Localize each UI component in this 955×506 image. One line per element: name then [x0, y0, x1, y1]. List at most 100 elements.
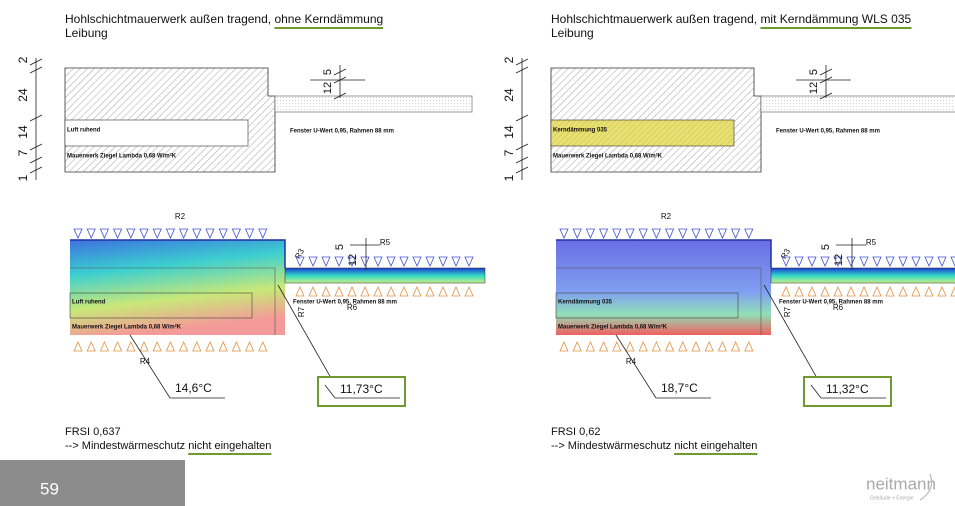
- surface-temperature: 14,6°C: [175, 381, 212, 395]
- boundary-marker: [951, 287, 955, 296]
- boundary-marker: [639, 229, 647, 238]
- boundary-marker: [560, 229, 568, 238]
- title-text: Hohlschichtmauerwerk außen tragend,: [551, 12, 760, 26]
- panel-title: Hohlschichtmauerwerk außen tragend, mit …: [551, 12, 911, 26]
- conclusion-emphasis: nicht eingehalten: [188, 440, 271, 452]
- boundary-marker: [206, 342, 214, 351]
- boundary-marker: [74, 342, 82, 351]
- conclusion: --> Mindestwärmeschutz nicht eingehalten: [65, 440, 271, 452]
- boundary-marker: [666, 342, 674, 351]
- window-label: Fenster U-Wert 0,95, Rahmen 88 mm: [779, 300, 883, 306]
- boundary-marker: [452, 257, 460, 266]
- dimension-label: 14: [16, 125, 30, 139]
- conclusion-text: --> Mindestwärmeschutz: [551, 440, 674, 452]
- boundary-marker: [705, 342, 713, 351]
- boundary-marker: [652, 342, 660, 351]
- conclusion-text: --> Mindestwärmeschutz: [65, 440, 188, 452]
- dimension-label: 12: [347, 254, 359, 266]
- boundary-marker: [938, 287, 946, 296]
- boundary-marker: [834, 287, 842, 296]
- boundary-marker: [732, 229, 740, 238]
- boundary-marker: [679, 229, 687, 238]
- temperature-field: [556, 240, 771, 335]
- callout-line: [130, 335, 170, 398]
- boundary-marker: [232, 229, 240, 238]
- dimension-label: 5: [808, 69, 820, 75]
- boundary-marker: [114, 229, 122, 238]
- boundary-marker: [873, 287, 881, 296]
- boundary-marker: [666, 229, 674, 238]
- boundary-marker: [361, 287, 369, 296]
- dimension-label: 14: [502, 125, 516, 139]
- conclusion-emphasis: nicht eingehalten: [674, 440, 757, 452]
- title-text: Hohlschichtmauerwerk außen tragend,: [65, 12, 274, 26]
- boundary-marker: [153, 229, 161, 238]
- callout-line: [616, 335, 656, 398]
- boundary-marker: [899, 257, 907, 266]
- boundary-marker: [639, 342, 647, 351]
- boundary-marker: [560, 342, 568, 351]
- boundary-marker: [873, 257, 881, 266]
- boundary-marker: [127, 229, 135, 238]
- boundary-marker: [387, 287, 395, 296]
- layer-label: Luft ruhend: [67, 128, 101, 134]
- wall-label: Mauerwerk Ziegel Lambda 0,68 W/m²K: [553, 153, 663, 160]
- corner-temperature: 11,73°C: [340, 382, 383, 396]
- boundary-marker: [692, 342, 700, 351]
- boundary-marker: [361, 257, 369, 266]
- dimension-label: 12: [808, 82, 820, 94]
- window-temperature-field: [285, 268, 485, 283]
- dimension-label: 5: [334, 244, 346, 250]
- boundary-marker: [219, 229, 227, 238]
- boundary-marker: [296, 287, 304, 296]
- boundary-marker: [860, 257, 868, 266]
- boundary-label: R7: [297, 306, 306, 317]
- dimension-label: 24: [502, 88, 516, 102]
- boundary-marker: [692, 229, 700, 238]
- boundary-marker: [821, 257, 829, 266]
- boundary-marker: [87, 229, 95, 238]
- boundary-marker: [100, 229, 108, 238]
- boundary-label: R3: [293, 247, 306, 261]
- boundary-marker: [193, 342, 201, 351]
- page-number: 59: [40, 479, 59, 498]
- boundary-marker: [586, 229, 594, 238]
- boundary-marker: [745, 342, 753, 351]
- boundary-label: R5: [866, 238, 877, 247]
- frsi-value: FRSI 0,637: [65, 426, 121, 438]
- boundary-marker: [387, 257, 395, 266]
- dimension-label: 24: [16, 88, 30, 102]
- boundary-marker: [259, 342, 267, 351]
- boundary-marker: [705, 229, 713, 238]
- boundary-marker: [206, 229, 214, 238]
- boundary-label: R5: [380, 238, 391, 247]
- panel-subtitle: Leibung: [65, 26, 108, 40]
- boundary-marker: [246, 342, 254, 351]
- logo-name: neitmann: [866, 474, 936, 493]
- boundary-marker: [782, 287, 790, 296]
- dimension-label: 7: [16, 149, 30, 156]
- panel-subtitle: Leibung: [551, 26, 594, 40]
- boundary-marker: [166, 342, 174, 351]
- boundary-marker: [613, 229, 621, 238]
- boundary-marker: [573, 229, 581, 238]
- boundary-marker: [153, 342, 161, 351]
- boundary-marker: [795, 257, 803, 266]
- boundary-marker: [847, 287, 855, 296]
- boundary-marker: [309, 287, 317, 296]
- title-emphasis: mit Kerndämmung WLS 035: [760, 12, 911, 26]
- boundary-marker: [259, 229, 267, 238]
- boundary-marker: [925, 257, 933, 266]
- boundary-marker: [951, 257, 955, 266]
- panel-title: Hohlschichtmauerwerk außen tragend, ohne…: [65, 12, 383, 26]
- boundary-label: R3: [779, 247, 792, 261]
- boundary-marker: [100, 342, 108, 351]
- slide: 59 neitmann Gebäude + Energie Hohlschich…: [0, 0, 955, 506]
- boundary-marker: [912, 287, 920, 296]
- boundary-marker: [899, 287, 907, 296]
- boundary-marker: [439, 257, 447, 266]
- boundary-marker: [600, 229, 608, 238]
- boundary-marker: [140, 342, 148, 351]
- boundary-marker: [74, 229, 82, 238]
- logo-tagline: Gebäude + Energie: [870, 495, 914, 501]
